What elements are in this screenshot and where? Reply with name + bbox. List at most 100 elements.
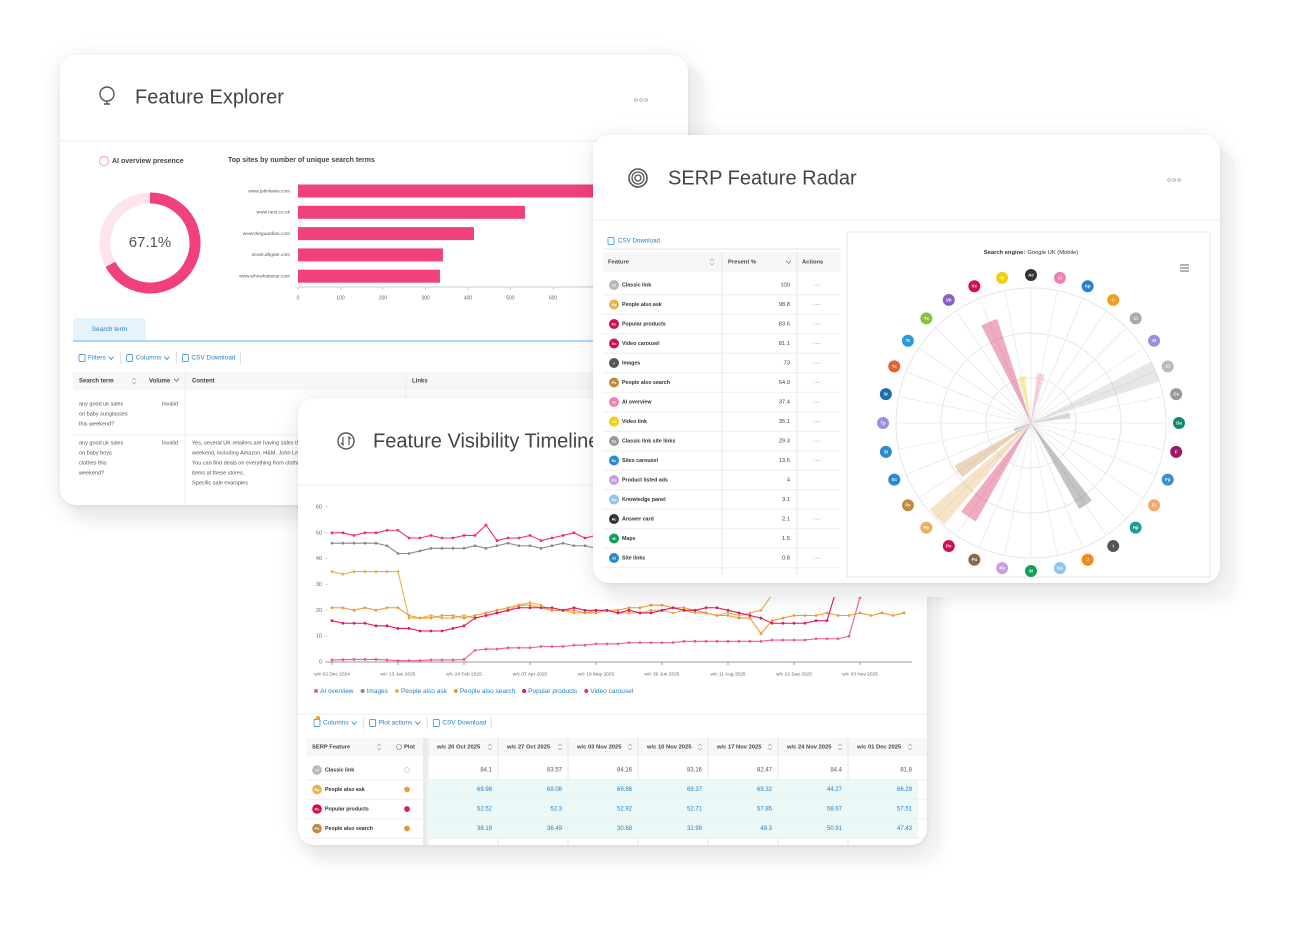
feature-icon	[1025, 269, 1037, 281]
tab-label: Search term	[92, 326, 127, 333]
cell-value: 84.4	[830, 768, 842, 774]
feature-icon	[1053, 271, 1066, 284]
row-actions[interactable]: ···	[814, 340, 821, 347]
more-menu[interactable]	[1167, 178, 1181, 182]
series-point	[528, 646, 532, 650]
row-bg	[428, 799, 918, 819]
series-point	[352, 621, 356, 625]
bar-label: smart.dhgate.com	[252, 252, 290, 258]
cell-text: clothes this	[79, 460, 107, 466]
x-tick-label: w/c 22 Sep 2025	[776, 671, 812, 677]
tab[interactable]: Search term	[73, 318, 146, 341]
series-point	[737, 639, 741, 643]
cell-text: any good uk sales	[79, 401, 124, 407]
cell-value: 2.1	[782, 517, 790, 523]
toolbar-button[interactable]: CSV Download	[432, 717, 492, 729]
feature-icon-label: Pe	[946, 543, 952, 548]
series-point	[649, 608, 653, 612]
legend-swatch	[394, 689, 399, 693]
series-point	[407, 552, 411, 555]
feature-icon	[1170, 445, 1183, 458]
legend-item[interactable]: Video carousel	[584, 688, 634, 695]
series-point	[572, 643, 576, 647]
x-tick-label: 400	[464, 295, 473, 301]
cell-value: 58.67	[827, 807, 843, 813]
row-actions[interactable]: ···	[814, 457, 821, 464]
legend-item[interactable]: People also search	[453, 688, 516, 695]
feature-icon-label: Pa	[999, 566, 1005, 571]
series-point	[374, 531, 378, 535]
row-actions[interactable]: ···	[814, 438, 821, 445]
cell-text: Images	[622, 360, 640, 366]
radar-spoke	[1030, 422, 1107, 536]
series-point	[374, 658, 378, 661]
feature-icon	[609, 319, 619, 329]
badge	[316, 716, 320, 720]
plot-toggle[interactable]	[404, 806, 410, 812]
radar-spoke	[1030, 422, 1127, 519]
row-actions[interactable]: ···	[814, 516, 821, 523]
cell-value: 81.8	[900, 768, 912, 774]
series-point	[561, 645, 565, 648]
legend-item[interactable]: People also ask	[394, 688, 448, 695]
series-point	[814, 637, 818, 641]
series-point	[451, 614, 455, 617]
series-point	[803, 614, 807, 617]
csv-download[interactable]: CSV Download	[607, 237, 661, 245]
feature-icon-label: Pp	[612, 303, 618, 307]
series-point	[594, 642, 598, 646]
row-actions[interactable]: ···	[814, 301, 821, 308]
series-point	[594, 611, 598, 615]
series-point	[440, 616, 444, 620]
toolbar-button[interactable]: Columns	[313, 717, 365, 729]
series-point	[836, 637, 840, 641]
series-point	[385, 658, 389, 662]
radar-wedge	[1031, 423, 1033, 428]
series-point	[583, 544, 587, 548]
title-icon	[99, 86, 115, 102]
legend-item[interactable]: Popular products	[522, 688, 578, 695]
feature-icon	[1081, 280, 1094, 293]
series-point	[528, 601, 532, 604]
row-actions[interactable]: ···	[814, 555, 821, 562]
series-point	[495, 544, 499, 548]
toolbar-button[interactable]: Columns	[126, 352, 177, 364]
feature-icon-label: Ts	[892, 364, 897, 369]
more-menu[interactable]	[634, 98, 648, 102]
row-actions[interactable]: ···	[814, 282, 821, 289]
feature-icon	[609, 299, 619, 310]
series-point	[418, 616, 422, 620]
chart-menu[interactable]	[1180, 264, 1189, 272]
legend-item[interactable]: AI overview	[314, 688, 354, 695]
feature-icon-label: Vi	[612, 420, 616, 424]
feature-icon-label: Cs	[1173, 392, 1179, 397]
row-actions[interactable]: ···	[814, 418, 821, 425]
toolbar-button[interactable]: CSV Download	[182, 352, 241, 364]
feature-icon-label: J	[1086, 557, 1089, 562]
toolbar-button[interactable]: Plot actions	[369, 717, 428, 729]
feature-icon-label: Ac	[1028, 272, 1034, 277]
plot-toggle[interactable]	[404, 767, 410, 773]
radar-spoke	[1030, 327, 1127, 424]
feature-icon-label: Kp	[1057, 566, 1063, 571]
cell-value: 57.51	[897, 807, 913, 813]
sort-icon	[376, 743, 382, 751]
series-point	[385, 624, 389, 628]
toolbar-button[interactable]: Filters	[78, 352, 122, 364]
plot-toggle[interactable]	[404, 825, 410, 832]
series-point	[572, 544, 576, 548]
feature-icon-label: Vb	[946, 297, 952, 302]
legend-item[interactable]: Images	[360, 688, 389, 695]
series-point	[583, 611, 587, 615]
cell-value: 30.68	[617, 826, 633, 832]
series-point	[572, 606, 576, 610]
row-actions[interactable]: ···	[814, 321, 821, 328]
card-title: Feature Explorer	[135, 86, 284, 108]
feature-icon	[312, 765, 322, 775]
series-point	[418, 549, 422, 553]
series-point	[396, 606, 400, 610]
row-actions[interactable]: ···	[814, 379, 821, 386]
row-actions[interactable]: ···	[814, 360, 821, 367]
plot-toggle[interactable]	[404, 786, 410, 793]
row-actions[interactable]: ···	[814, 399, 821, 406]
